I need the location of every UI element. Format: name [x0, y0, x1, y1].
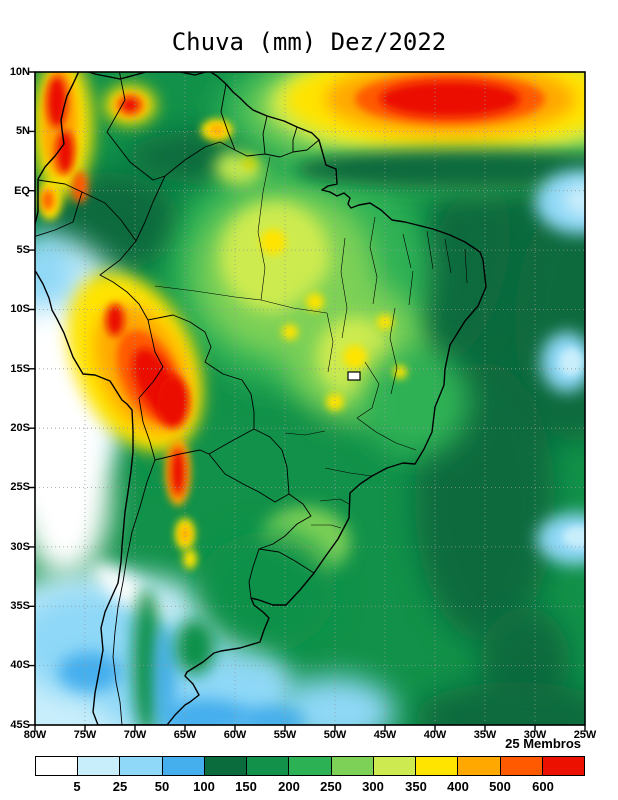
boundaries — [35, 72, 487, 725]
lat-tick-label: 30S — [10, 541, 30, 553]
colorbar-tick-label: 25 — [112, 779, 128, 794]
coastline — [35, 72, 487, 725]
colorbar-tick-label: 150 — [235, 779, 257, 794]
lat-tick-label: 45S — [10, 719, 30, 731]
lon-tick-label: 30W — [523, 729, 547, 741]
colorbar-tick-label: 350 — [405, 779, 427, 794]
colorbar-tick-label: 5 — [73, 779, 81, 794]
colorbar-segment — [542, 757, 585, 775]
colorbar-segment — [247, 757, 290, 775]
lon-tick-label: 50W — [323, 729, 347, 741]
lat-tick-label: 15S — [10, 363, 30, 375]
lon-tick-label: 70W — [123, 729, 147, 741]
lon-tick-label: 75W — [73, 729, 97, 741]
members-label: 25 Membros — [505, 736, 581, 751]
colorbar-segment — [36, 757, 79, 775]
lat-tick-label: 20S — [10, 422, 30, 434]
lat-tick-label: 35S — [10, 600, 30, 612]
lat-tick-label: 10N — [9, 66, 30, 78]
lat-tick-label: 10S — [10, 303, 30, 315]
colorbar-segment — [204, 757, 248, 775]
country-borders — [35, 72, 320, 725]
colorbar-segment — [458, 757, 501, 775]
colorbar-tick-label: 100 — [193, 779, 215, 794]
colorbar-tick-label: 400 — [447, 779, 469, 794]
lat-tick-label: 5N — [15, 125, 30, 137]
colorbar-tick-label: 500 — [489, 779, 511, 794]
colorbar-segment — [120, 757, 163, 775]
colorbar-tick-label: 200 — [278, 779, 300, 794]
colorbar-segment — [373, 757, 417, 775]
lon-tick-label: 35W — [473, 729, 497, 741]
lat-tick-label: EQ — [14, 185, 30, 197]
location-marker — [347, 371, 361, 381]
map-frame — [34, 71, 586, 726]
lat-tick-label: 5S — [16, 244, 30, 256]
colorbar-segment — [416, 757, 459, 775]
lat-tick-label: 25S — [10, 481, 30, 493]
lon-tick-label: 65W — [173, 729, 197, 741]
colorbar-tick-label: 600 — [532, 779, 554, 794]
colorbar-tick-label: 250 — [320, 779, 342, 794]
colorbar-segment — [162, 757, 205, 775]
precipitation-field — [35, 72, 585, 725]
lat-tick-label: 40S — [10, 659, 30, 671]
map-plot — [28, 71, 586, 732]
state-borders — [154, 156, 468, 529]
colorbar-tick-label: 50 — [154, 779, 170, 794]
lon-tick-label: 45W — [373, 729, 397, 741]
colorbar-tick-label: 300 — [362, 779, 384, 794]
colorbar-segment — [331, 757, 374, 775]
figure-title: Chuva (mm) Dez/2022 — [171, 28, 447, 56]
lon-tick-label: 60W — [223, 729, 247, 741]
lon-tick-label: 80W — [23, 729, 47, 741]
lon-tick-label: 25W — [573, 729, 597, 741]
lon-tick-label: 55W — [273, 729, 297, 741]
colorbar-segment — [78, 757, 121, 775]
colorbar-segment — [500, 757, 543, 775]
colorbar — [35, 756, 585, 776]
colorbar-segment — [289, 757, 332, 775]
lon-tick-label: 40W — [423, 729, 447, 741]
axis-ticks — [28, 71, 586, 732]
